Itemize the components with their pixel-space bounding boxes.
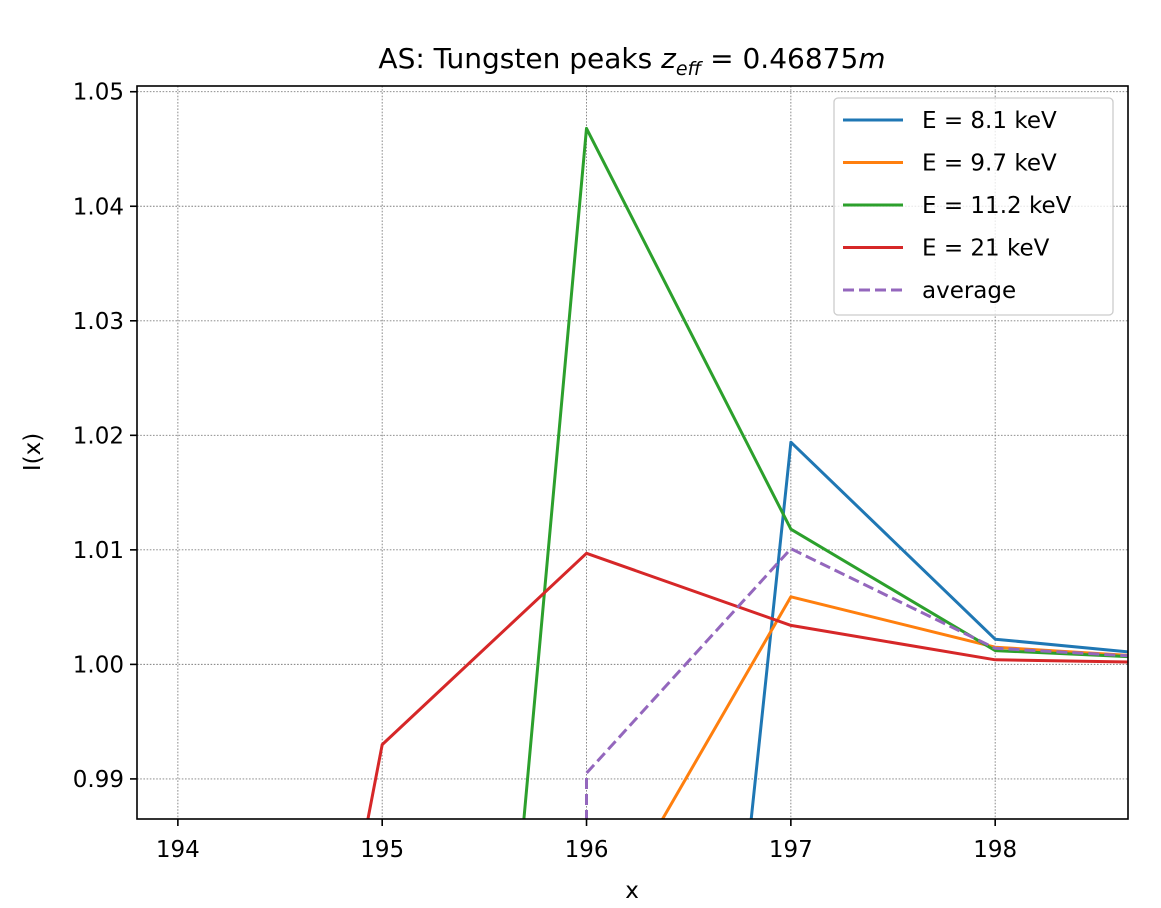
- legend-frame: [833, 97, 1114, 316]
- plot-frame: [136, 85, 1129, 820]
- y-tick-label: 1.03: [73, 309, 124, 335]
- y-tick-label: 1.01: [73, 538, 124, 564]
- series-line-e-8-1-kev: [749, 440, 1128, 819]
- x-tick-label: 198: [973, 837, 1017, 863]
- legend-label-e-21-kev: E = 21 keV: [922, 236, 1050, 262]
- series-line-e-21-kev: [366, 551, 1128, 819]
- legend: E = 8.1 keV E = 9.7 keV E = 11.2 keV E = 21…: [833, 97, 1114, 316]
- y-tick-label: 1.02: [73, 423, 124, 449]
- x-tick-label: 196: [565, 837, 609, 863]
- y-tick-label: 0.99: [73, 767, 124, 793]
- legend-label-e-11-2-kev: E = 11.2 keV: [922, 193, 1072, 219]
- series-lines: [366, 126, 1128, 819]
- x-tick-label: 195: [360, 837, 404, 863]
- y-tick-label: 1.00: [73, 652, 124, 678]
- chart-title: AS: Tungsten peaks zeff = 0.46875m: [378, 42, 885, 80]
- series-line-average: [585, 547, 1128, 819]
- legend-label-e-8-1-kev: E = 8.1 keV: [922, 108, 1057, 134]
- x-axis-label: x: [625, 878, 639, 904]
- y-tick-label: 1.05: [73, 80, 124, 106]
- legend-label-e-9-7-kev: E = 9.7 keV: [922, 151, 1057, 177]
- axis-ticks: 194 195 196 197 198 0.99 1.00 1.01 1.02 1.03 1.04 1…: [73, 80, 1017, 863]
- x-tick-label: 197: [769, 837, 813, 863]
- x-tick-label: 194: [156, 837, 200, 863]
- y-axis-label: I(x): [20, 433, 46, 471]
- y-tick-label: 1.04: [73, 194, 124, 220]
- series-line-e-9-7-kev: [660, 595, 1128, 819]
- series-line-e-11-2-kev: [522, 126, 1128, 819]
- legend-label-average: average: [922, 278, 1016, 304]
